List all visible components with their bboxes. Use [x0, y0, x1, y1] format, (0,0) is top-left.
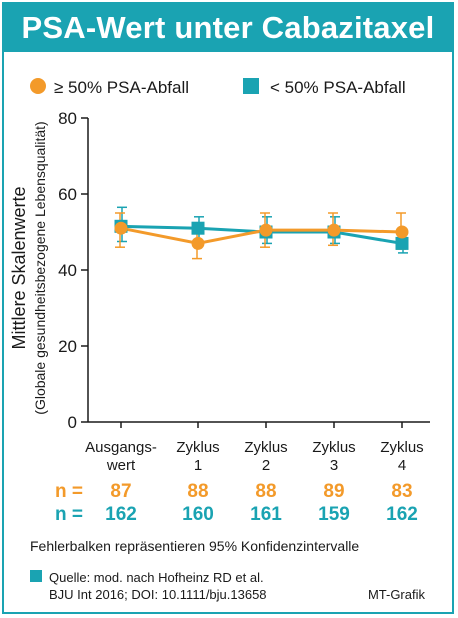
- legend-label-series-1: ≥ 50% PSA-Abfall: [54, 78, 189, 97]
- footnote: Fehlerbalken repräsentieren 95% Konfiden…: [30, 538, 359, 554]
- n-value: 159: [318, 504, 350, 525]
- x-tick-label-line2: 2: [262, 457, 270, 474]
- data-point-series-2: [395, 236, 409, 250]
- n-value: 87: [110, 481, 131, 502]
- n-value: 89: [323, 481, 344, 502]
- data-point-series-2: [191, 221, 205, 235]
- legend-label-series-2: < 50% PSA-Abfall: [270, 78, 406, 97]
- n-value: 162: [386, 504, 418, 525]
- legend-marker-square: [243, 78, 259, 94]
- n-value: 160: [182, 504, 214, 525]
- y-tick-label: 40: [58, 261, 77, 280]
- x-tick-label: Zyklus: [380, 439, 423, 456]
- x-tick-label: Zyklus: [244, 439, 287, 456]
- x-tick-label-line2: wert: [106, 457, 136, 474]
- data-point-series-1: [327, 223, 341, 237]
- x-tick-label: Zyklus: [312, 439, 355, 456]
- x-tick-label-line2: 4: [398, 457, 406, 474]
- y-tick-label: 0: [68, 413, 77, 432]
- y-tick-label: 20: [58, 337, 77, 356]
- data-point-series-1: [191, 236, 205, 250]
- y-tick-label: 60: [58, 185, 77, 204]
- n-value: 161: [250, 504, 282, 525]
- n-label: n =: [55, 481, 83, 502]
- n-value: 88: [187, 481, 208, 502]
- data-point-series-1: [395, 225, 409, 239]
- y-axis-subtitle: (Globale gesundheitsbezogene Lebensquali…: [32, 121, 48, 414]
- chart-title: PSA-Wert unter Cabazitaxel: [21, 10, 435, 45]
- x-tick-label-line2: 1: [194, 457, 202, 474]
- title-bar: PSA-Wert unter Cabazitaxel: [4, 4, 452, 52]
- x-tick-label: Ausgangs-: [85, 439, 157, 456]
- n-value: 88: [255, 481, 276, 502]
- n-label: n =: [55, 504, 83, 525]
- legend-marker-circle: [30, 78, 46, 94]
- source-square-icon: [30, 570, 42, 582]
- source-line-1: Quelle: mod. nach Hofheinz RD et al.: [49, 570, 264, 585]
- chart-frame: PSA-Wert unter Cabazitaxel: [2, 2, 454, 614]
- source-line-2: BJU Int 2016; DOI: 10.1111/bju.13658: [49, 587, 267, 602]
- data-point-series-1: [259, 223, 273, 237]
- n-value: 162: [105, 504, 137, 525]
- x-tick-label-line2: 3: [330, 457, 338, 474]
- y-tick-label: 80: [58, 109, 77, 128]
- credit: MT-Grafik: [368, 587, 426, 602]
- y-axis-title: Mittlere Skalenwerte: [9, 186, 29, 349]
- data-point-series-1: [114, 221, 128, 235]
- x-tick-label: Zyklus: [176, 439, 219, 456]
- n-value: 83: [391, 481, 412, 502]
